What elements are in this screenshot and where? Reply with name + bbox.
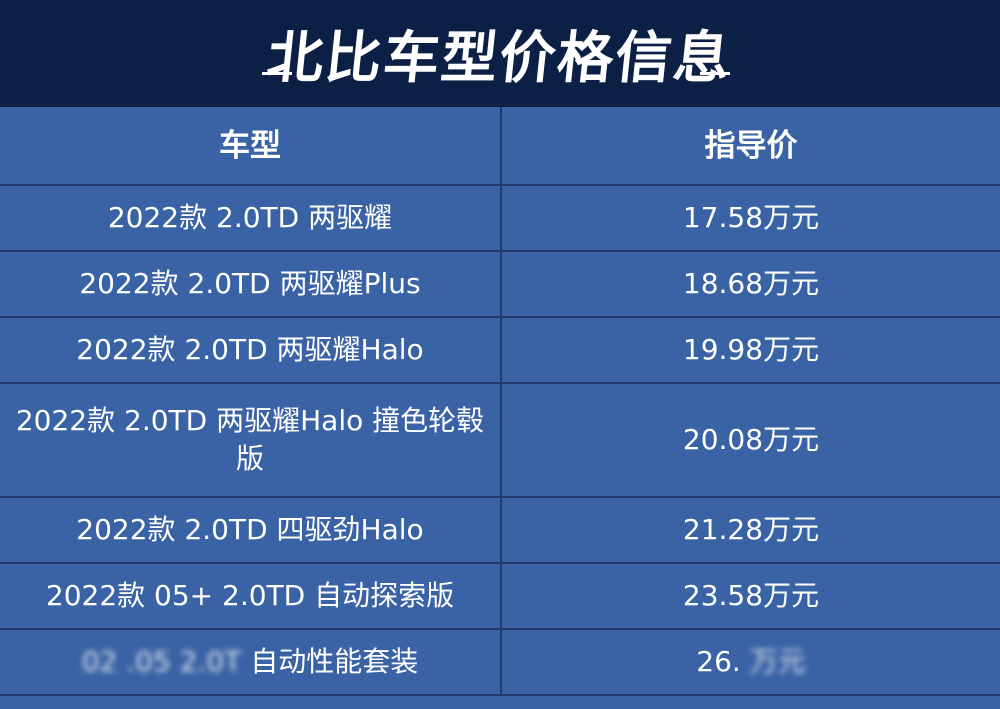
model-cell: 2022款 2.0TD 两驱耀Halo 撞色轮毂版 [0, 383, 502, 498]
model-cell: 2022款 2.0TD 两驱耀Plus [0, 251, 502, 318]
model-cell: 2022款 05+ 2.0TD 自动探索版 [0, 563, 502, 630]
table-header-row: 车型 指导价 [0, 107, 1000, 186]
title-banner: 北比车型价格信息 [0, 0, 1000, 107]
model-cell: 2022款 2.0TD 两驱耀Halo [0, 317, 502, 384]
price-cell: 26. 万元 [501, 629, 1000, 696]
price-table: 车型 指导价 2022款 2.0TD 两驱耀 17.58万元 2022款 2.0T… [0, 107, 1000, 696]
header-model: 车型 [0, 107, 502, 186]
table-row: 02 .05 2.0T 自动性能套装 26. 万元 [0, 629, 1000, 696]
table-row: 2022款 2.0TD 两驱耀Halo 19.98万元 [0, 317, 1000, 384]
price-cell: 23.58万元 [501, 563, 1000, 630]
model-text: 自动性能套装 [250, 645, 419, 678]
price-cell: 19.98万元 [501, 317, 1000, 384]
price-cell: 21.28万元 [501, 497, 1000, 564]
model-cell: 02 .05 2.0T 自动性能套装 [0, 629, 502, 696]
table-row: 2022款 2.0TD 两驱耀Halo 撞色轮毂版 20.08万元 [0, 383, 1000, 498]
title-decoration [262, 72, 292, 75]
obscured-text: 万元 [740, 645, 806, 678]
model-cell: 2022款 2.0TD 两驱耀 [0, 185, 502, 252]
model-cell: 2022款 2.0TD 四驱劲Halo [0, 497, 502, 564]
table-row: 2022款 2.0TD 两驱耀 17.58万元 [0, 185, 1000, 252]
obscured-text: 02 .05 2.0T [81, 645, 242, 678]
table-row: 2022款 05+ 2.0TD 自动探索版 23.58万元 [0, 563, 1000, 630]
table-row: 2022款 2.0TD 四驱劲Halo 21.28万元 [0, 497, 1000, 564]
price-cell: 17.58万元 [501, 185, 1000, 252]
price-cell: 18.68万元 [501, 251, 1000, 318]
table-row: 2022款 2.0TD 两驱耀Plus 18.68万元 [0, 251, 1000, 318]
title-decoration [700, 72, 730, 75]
price-cell: 20.08万元 [501, 383, 1000, 498]
header-price: 指导价 [501, 107, 1000, 186]
page-title: 北比车型价格信息 [264, 26, 735, 91]
price-text: 26. [696, 645, 741, 678]
